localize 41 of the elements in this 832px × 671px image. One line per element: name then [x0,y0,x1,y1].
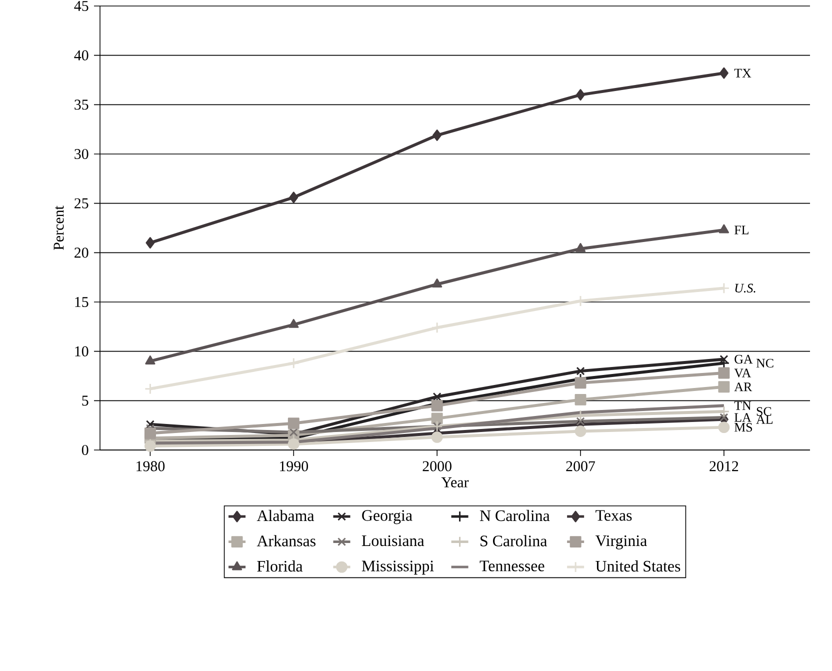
legend-label: N Carolina [480,510,550,522]
legend-label: Texas [596,510,632,521]
x-tick-label: 2007 [566,461,596,472]
annotation: U.S. [735,284,756,293]
y-tick-label: 10 [75,346,88,356]
y-tick-label: 45 [74,1,88,11]
annotation: FL [734,226,748,234]
legend-label: Alabama [256,510,314,522]
legend-label: Florida [257,560,303,572]
y-tick-label: 35 [74,100,88,110]
legend-label: Virginia [595,535,647,550]
y-tick-label: 0 [82,444,88,456]
legend-label: S Carolina [480,535,548,546]
annotation: LA [734,413,752,422]
annotation: NC [756,358,774,368]
y-axis-title: Percent [54,206,64,250]
legend-label: Georgia [362,510,412,524]
annotation: AL [756,415,773,424]
y-tick-label: 20 [74,248,88,258]
annotation: VA [734,368,752,378]
legend-label: Arkansas [256,535,316,546]
x-tick-label: 1980 [136,461,165,472]
x-tick-label: 1990 [280,461,308,472]
x-tick-label: 2012 [710,461,738,472]
x-axis-title: Year [441,477,469,488]
annotation: SC [756,407,772,416]
legend-label: Louisiana [362,535,424,546]
y-tick-label: 15 [75,297,88,307]
legend-label: Tennessee [480,560,544,572]
legend-label: Mississippi [362,560,434,575]
annotation: TX [734,68,752,78]
legend-label: United States [596,560,680,572]
y-tick-label: 5 [82,396,88,406]
annotation: TN [734,401,752,410]
y-tick-label: 25 [74,198,88,208]
annotation: GA [734,354,753,364]
y-tick-label: 30 [74,148,88,160]
x-tick-label: 2000 [422,461,452,472]
annotation: MS [734,422,752,432]
annotation: AR [734,382,752,392]
y-tick-label: 40 [74,50,88,60]
